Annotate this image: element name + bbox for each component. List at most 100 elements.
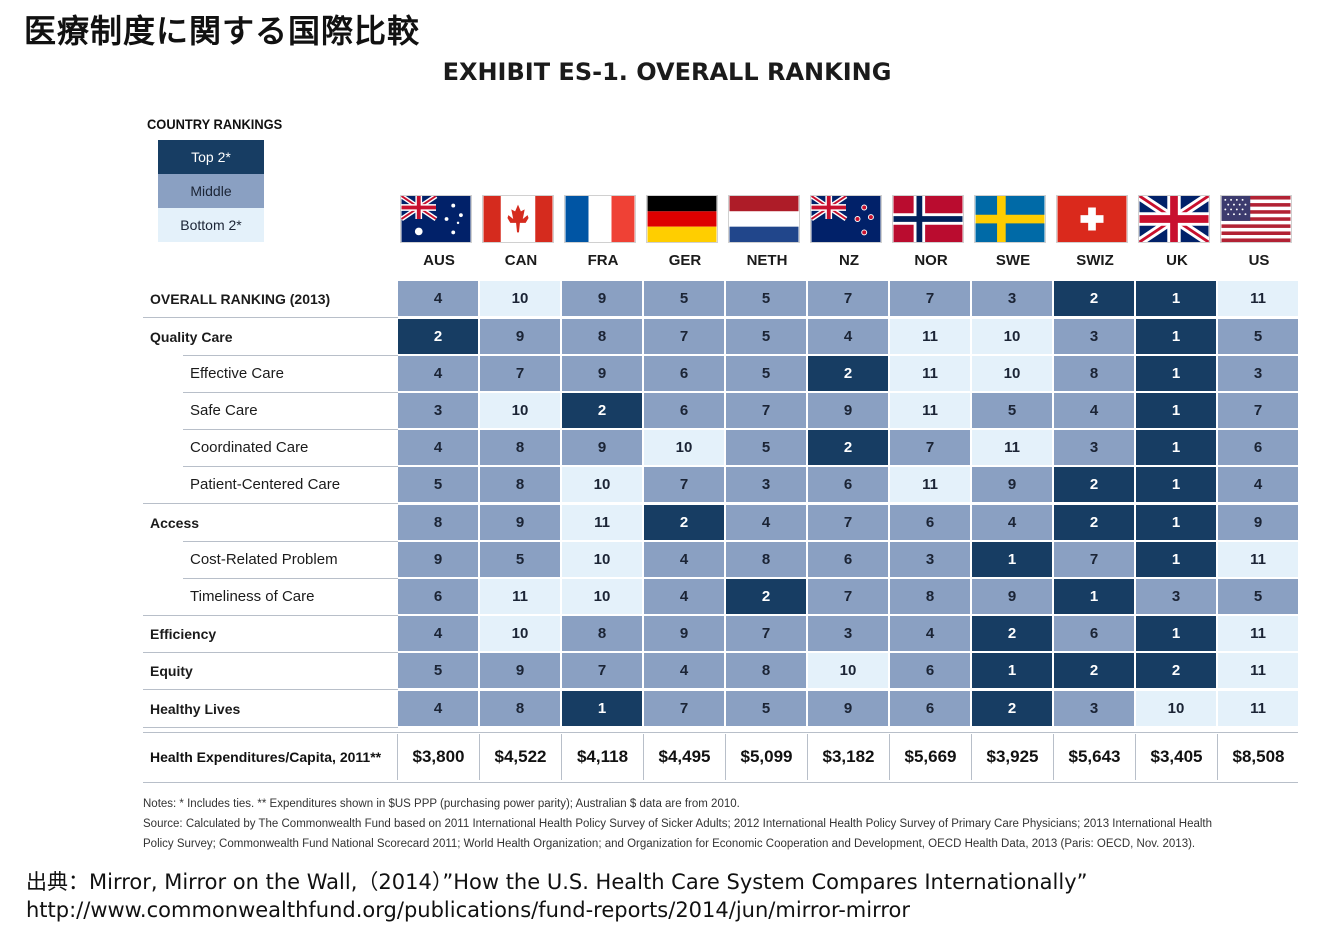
rank-cell: 7 <box>808 505 888 540</box>
source-line-1: 出典：Mirror, Mirror on the Wall,（2014）”How… <box>26 870 1088 894</box>
rank-cell: 6 <box>808 542 888 577</box>
rank-cell: 9 <box>480 505 560 540</box>
rank-cell: 1 <box>562 691 642 726</box>
rank-cell: 4 <box>398 616 478 651</box>
row-divider <box>143 317 398 318</box>
expenditure-bottom-rule <box>143 782 1298 783</box>
rank-cell: 7 <box>890 281 970 316</box>
rank-cell: 4 <box>398 356 478 391</box>
rank-cell: 1 <box>1136 430 1216 465</box>
rank-cell: 8 <box>890 579 970 614</box>
expenditure-label: Health Expenditures/Capita, 2011** <box>150 749 382 765</box>
rank-cell: 3 <box>890 542 970 577</box>
rank-cell: 2 <box>726 579 806 614</box>
rank-cell: 1 <box>1136 356 1216 391</box>
rank-cell: 8 <box>398 505 478 540</box>
rank-cell: 4 <box>890 616 970 651</box>
rank-cell: 2 <box>1054 505 1134 540</box>
rank-cell: 2 <box>1136 653 1216 688</box>
rank-cell: 11 <box>890 393 970 428</box>
rank-cell: 5 <box>726 691 806 726</box>
legend-bottom: Bottom 2* <box>158 208 264 242</box>
rank-cell: 7 <box>562 653 642 688</box>
row-divider <box>143 615 398 616</box>
row-divider <box>183 429 398 430</box>
rank-cell: 6 <box>1054 616 1134 651</box>
rank-cell: 1 <box>1136 616 1216 651</box>
rank-cell: 4 <box>644 542 724 577</box>
rank-cell: 9 <box>480 319 560 354</box>
rank-cell: 2 <box>972 616 1052 651</box>
rank-cell: 8 <box>562 616 642 651</box>
rank-cell: 10 <box>562 467 642 502</box>
rank-cell: 5 <box>644 281 724 316</box>
switzerland-flag <box>1056 195 1128 243</box>
expenditure-cell-uk: $3,405 <box>1135 734 1217 780</box>
rank-cell: 9 <box>562 356 642 391</box>
row-label: Equity <box>150 662 193 679</box>
rank-cell: 9 <box>808 393 888 428</box>
rank-cell: 3 <box>1218 356 1298 391</box>
rank-cell: 1 <box>1136 393 1216 428</box>
rank-cell: 1 <box>972 542 1052 577</box>
rank-cell: 1 <box>1136 467 1216 502</box>
rank-cell: 7 <box>726 616 806 651</box>
rank-cell: 5 <box>726 281 806 316</box>
rank-cell: 4 <box>398 281 478 316</box>
rank-cell: 4 <box>726 505 806 540</box>
rank-cell: 7 <box>808 579 888 614</box>
column-header-ger: GER <box>668 252 702 269</box>
row-divider <box>183 355 398 356</box>
rank-cell: 5 <box>398 653 478 688</box>
uk-flag <box>1138 195 1210 243</box>
expenditure-cell-us: $8,508 <box>1217 734 1299 780</box>
rank-cell: 11 <box>890 467 970 502</box>
rank-cell: 3 <box>398 393 478 428</box>
rank-cell: 9 <box>644 616 724 651</box>
rank-cell: 2 <box>562 393 642 428</box>
rank-cell: 10 <box>562 542 642 577</box>
row-label: Efficiency <box>150 625 217 642</box>
rank-cell: 4 <box>1054 393 1134 428</box>
rank-cell: 6 <box>1218 430 1298 465</box>
rank-cell: 7 <box>1218 393 1298 428</box>
row-divider <box>143 689 398 690</box>
rank-cell: 5 <box>726 430 806 465</box>
rank-cell: 1 <box>1136 542 1216 577</box>
rank-cell: 8 <box>480 430 560 465</box>
rank-cell: 5 <box>726 319 806 354</box>
rank-cell: 6 <box>398 579 478 614</box>
column-header-swiz: SWIZ <box>1076 252 1114 269</box>
legend-top: Top 2* <box>158 140 264 174</box>
rank-cell: 9 <box>1218 505 1298 540</box>
rank-cell: 11 <box>1218 542 1298 577</box>
expenditure-cell-neth: $5,099 <box>725 734 807 780</box>
netherlands-flag <box>728 195 800 243</box>
row-label: Safe Care <box>190 402 258 419</box>
rank-cell: 9 <box>972 579 1052 614</box>
rank-cell: 11 <box>1218 691 1298 726</box>
rank-cell: 2 <box>972 691 1052 726</box>
row-divider <box>143 503 398 504</box>
rank-cell: 7 <box>480 356 560 391</box>
rank-cell: 10 <box>562 579 642 614</box>
rank-cell: 11 <box>1218 281 1298 316</box>
rank-cell: 10 <box>480 616 560 651</box>
rank-cell: 4 <box>644 579 724 614</box>
expenditure-cell-nor: $5,669 <box>889 734 971 780</box>
new-zealand-flag <box>810 195 882 243</box>
rank-cell: 4 <box>808 319 888 354</box>
row-divider <box>183 466 398 467</box>
exhibit-title: EXHIBIT ES-1. OVERALL RANKING <box>442 58 892 86</box>
rank-cell: 6 <box>644 356 724 391</box>
rank-cell: 4 <box>398 430 478 465</box>
expenditure-cell-aus: $3,800 <box>397 734 479 780</box>
rank-cell: 7 <box>808 281 888 316</box>
rank-cell: 11 <box>972 430 1052 465</box>
row-divider <box>183 392 398 393</box>
column-header-us: US <box>1248 252 1270 269</box>
rank-cell: 6 <box>644 393 724 428</box>
rank-cell: 5 <box>972 393 1052 428</box>
rank-cell: 8 <box>480 467 560 502</box>
rank-cell: 3 <box>1136 579 1216 614</box>
